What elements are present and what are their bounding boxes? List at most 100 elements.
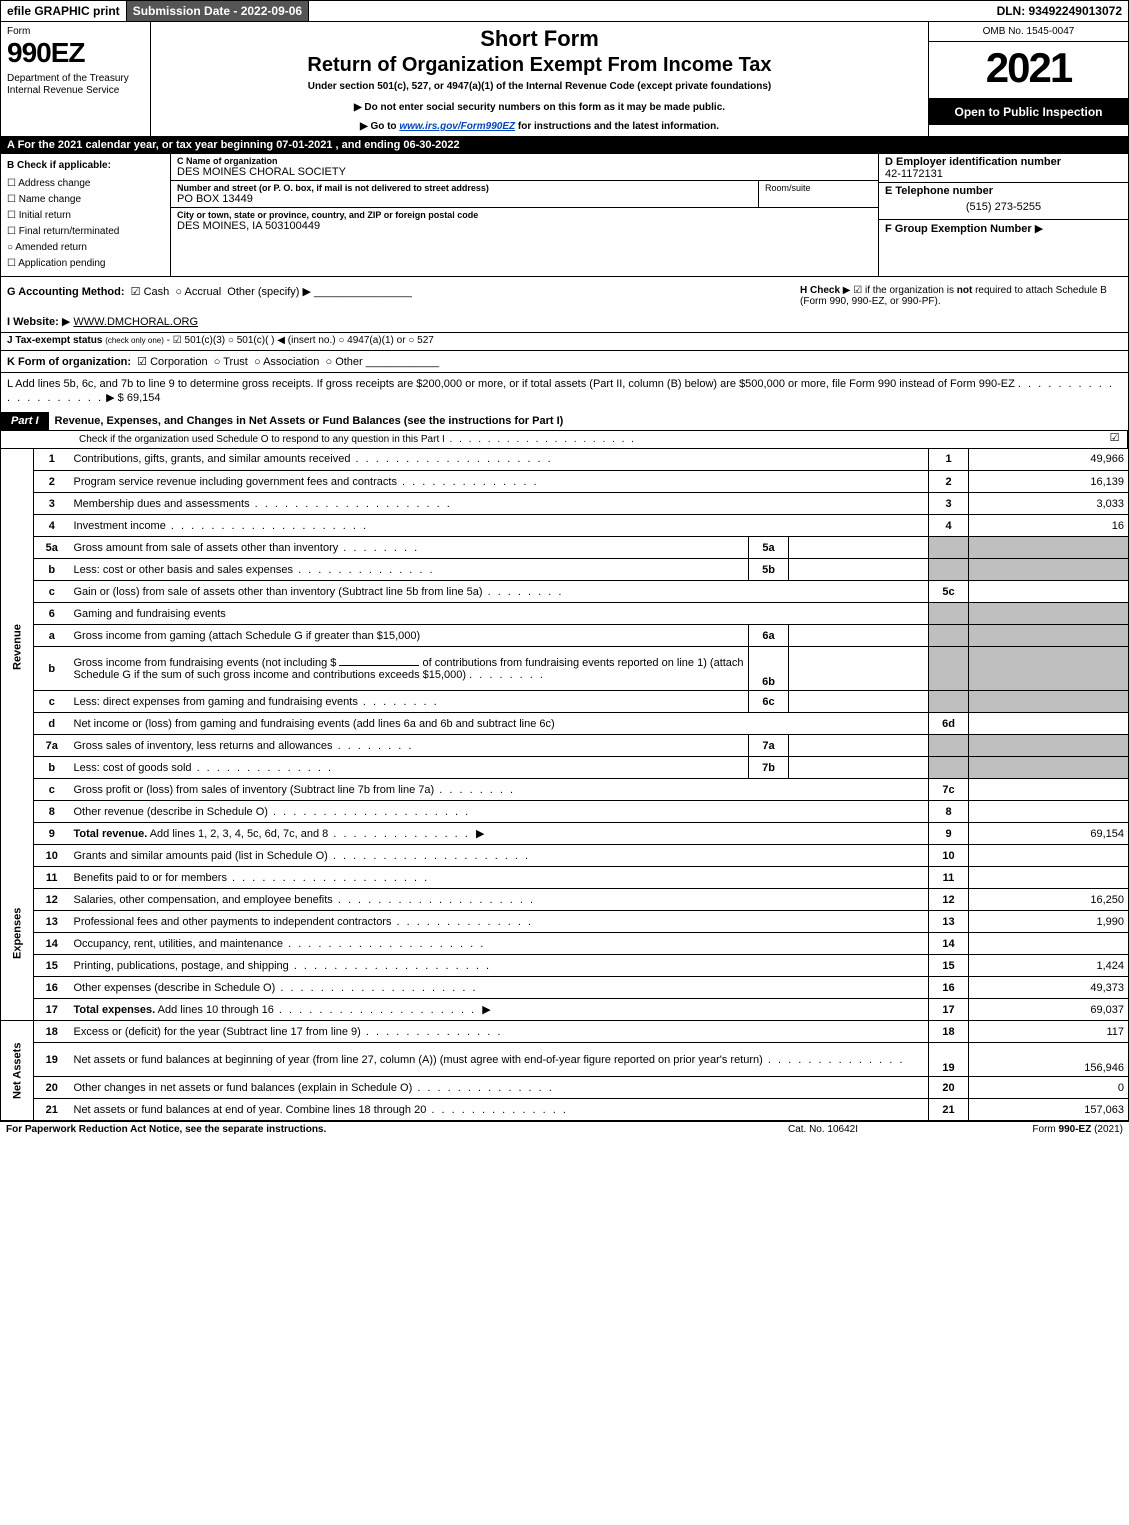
row-6b: b Gross income from fundraising events (…	[1, 647, 1129, 691]
header-left: Form 990EZ Department of the Treasury In…	[1, 22, 151, 136]
revenue-side-label: Revenue	[1, 449, 34, 845]
box-num: 4	[929, 515, 969, 537]
form-word: Form	[7, 26, 144, 37]
row-11: 11 Benefits paid to or for members 11	[1, 867, 1129, 889]
sub-num: 7b	[749, 757, 789, 779]
row-1: Revenue 1 Contributions, gifts, grants, …	[1, 449, 1129, 471]
short-form-title: Short Form	[159, 26, 920, 52]
row-4: 4 Investment income 4 16	[1, 515, 1129, 537]
line-desc: Membership dues and assessments	[74, 498, 250, 510]
tax-exempt-row: J Tax-exempt status (check only one) - 5…	[1, 332, 1128, 350]
street-label: Number and street (or P. O. box, if mail…	[177, 183, 752, 193]
checkbox-application-pending[interactable]: Application pending	[7, 256, 164, 272]
sub-val	[789, 559, 929, 581]
line-num: b	[34, 559, 70, 581]
line-num: 9	[34, 823, 70, 845]
irs-link[interactable]: www.irs.gov/Form990EZ	[399, 121, 515, 132]
part1-title: Revenue, Expenses, and Changes in Net As…	[49, 412, 1128, 430]
footer-notice: For Paperwork Reduction Act Notice, see …	[6, 1124, 723, 1135]
sub-num: 6c	[749, 691, 789, 713]
checkbox-trust[interactable]: Trust	[214, 356, 248, 368]
row-15: 15 Printing, publications, postage, and …	[1, 955, 1129, 977]
telephone-row: E Telephone number (515) 273-5255	[879, 183, 1128, 220]
line-num: 14	[34, 933, 70, 955]
line-num: d	[34, 713, 70, 735]
amount: 117	[969, 1021, 1129, 1043]
row-6a: a Gross income from gaming (attach Sched…	[1, 625, 1129, 647]
box-num: 11	[929, 867, 969, 889]
line-desc: Gross profit or (loss) from sales of inv…	[74, 784, 435, 796]
checkbox-final-return[interactable]: Final return/terminated	[7, 224, 164, 240]
ssn-warning: Do not enter social security numbers on …	[159, 102, 920, 113]
line-desc: Other revenue (describe in Schedule O)	[74, 806, 268, 818]
line-num: 20	[34, 1077, 70, 1099]
checkbox-other-org[interactable]: Other	[325, 356, 362, 368]
line-num: 11	[34, 867, 70, 889]
total-label: Total revenue.	[74, 828, 148, 840]
form-of-org-row: K Form of organization: Corporation Trus…	[0, 351, 1129, 373]
main-title: Return of Organization Exempt From Incom…	[159, 54, 920, 77]
checkbox-501c3[interactable]: 501(c)(3)	[173, 335, 225, 346]
row-7b: b Less: cost of goods sold 7b	[1, 757, 1129, 779]
line-desc: Gross income from gaming (attach Schedul…	[70, 625, 749, 647]
amount: 156,946	[969, 1043, 1129, 1077]
line-num: 21	[34, 1099, 70, 1121]
line-desc: Net assets or fund balances at end of ye…	[74, 1104, 427, 1116]
amount: 49,966	[969, 449, 1129, 471]
city-label: City or town, state or province, country…	[177, 210, 872, 220]
header-center: Short Form Return of Organization Exempt…	[151, 22, 928, 136]
L-amount: $ 69,154	[118, 392, 161, 404]
checkbox-address-change[interactable]: Address change	[7, 176, 164, 192]
checkbox-H[interactable]	[853, 285, 865, 296]
line-desc: Contributions, gifts, grants, and simila…	[74, 453, 351, 465]
sub-num: 6b	[749, 647, 789, 691]
line-desc: Net income or (loss) from gaming and fun…	[70, 713, 929, 735]
line-num: c	[34, 581, 70, 603]
line-num: 13	[34, 911, 70, 933]
amount: 16,139	[969, 471, 1129, 493]
amount: 69,037	[969, 999, 1129, 1021]
line-desc: Other expenses (describe in Schedule O)	[74, 982, 276, 994]
line-num: 4	[34, 515, 70, 537]
line-L: L Add lines 5b, 6c, and 7b to line 9 to …	[0, 373, 1129, 412]
checkbox-accrual[interactable]: Accrual	[175, 286, 221, 298]
street-value: PO BOX 13449	[177, 193, 752, 205]
ein-value: 42-1172131	[885, 168, 1122, 180]
checkbox-name-change[interactable]: Name change	[7, 192, 164, 208]
goto-post: for instructions and the latest informat…	[518, 121, 719, 132]
checkbox-cash[interactable]: Cash	[131, 286, 170, 298]
row-G-H: G Accounting Method: Cash Accrual Other …	[1, 277, 1128, 311]
J-sub: (check only one)	[105, 336, 164, 345]
line-num: 17	[34, 999, 70, 1021]
box-num: 20	[929, 1077, 969, 1099]
checkbox-amended-return[interactable]: Amended return	[7, 240, 164, 256]
box-num: 19	[929, 1043, 969, 1077]
section-C: C Name of organization DES MOINES CHORAL…	[171, 154, 878, 276]
checkbox-501c[interactable]: 501(c)( )	[228, 335, 275, 346]
G-label: G Accounting Method:	[7, 286, 125, 298]
box-num: 14	[929, 933, 969, 955]
checkbox-initial-return[interactable]: Initial return	[7, 208, 164, 224]
org-name-row: C Name of organization DES MOINES CHORAL…	[171, 154, 878, 181]
footer-form: Form 990-EZ (2021)	[923, 1124, 1123, 1135]
I-label: I Website:	[7, 316, 59, 328]
row-17: 17 Total expenses. Add lines 10 through …	[1, 999, 1129, 1021]
sub-num: 7a	[749, 735, 789, 757]
amount: 1,990	[969, 911, 1129, 933]
part1-label: Part I	[1, 412, 49, 430]
line-num: a	[34, 625, 70, 647]
top-spacer	[309, 1, 990, 21]
netassets-side-label: Net Assets	[1, 1021, 34, 1121]
amount: 157,063	[969, 1099, 1129, 1121]
omb-number: OMB No. 1545-0047	[929, 22, 1128, 42]
checkbox-4947[interactable]: 4947(a)(1) or	[338, 335, 405, 346]
part1-checkbox[interactable]: ☑	[1102, 431, 1128, 448]
checkbox-527[interactable]: 527	[408, 335, 434, 346]
line-desc: Gain or (loss) from sale of assets other…	[74, 586, 483, 598]
website-link[interactable]: WWW.DMCHORAL.ORG	[73, 316, 198, 328]
checkbox-corporation[interactable]: Corporation	[137, 356, 207, 368]
checkbox-association[interactable]: Association	[254, 356, 319, 368]
box-num: 8	[929, 801, 969, 823]
form-header: Form 990EZ Department of the Treasury In…	[0, 22, 1129, 137]
row-19: 19 Net assets or fund balances at beginn…	[1, 1043, 1129, 1077]
